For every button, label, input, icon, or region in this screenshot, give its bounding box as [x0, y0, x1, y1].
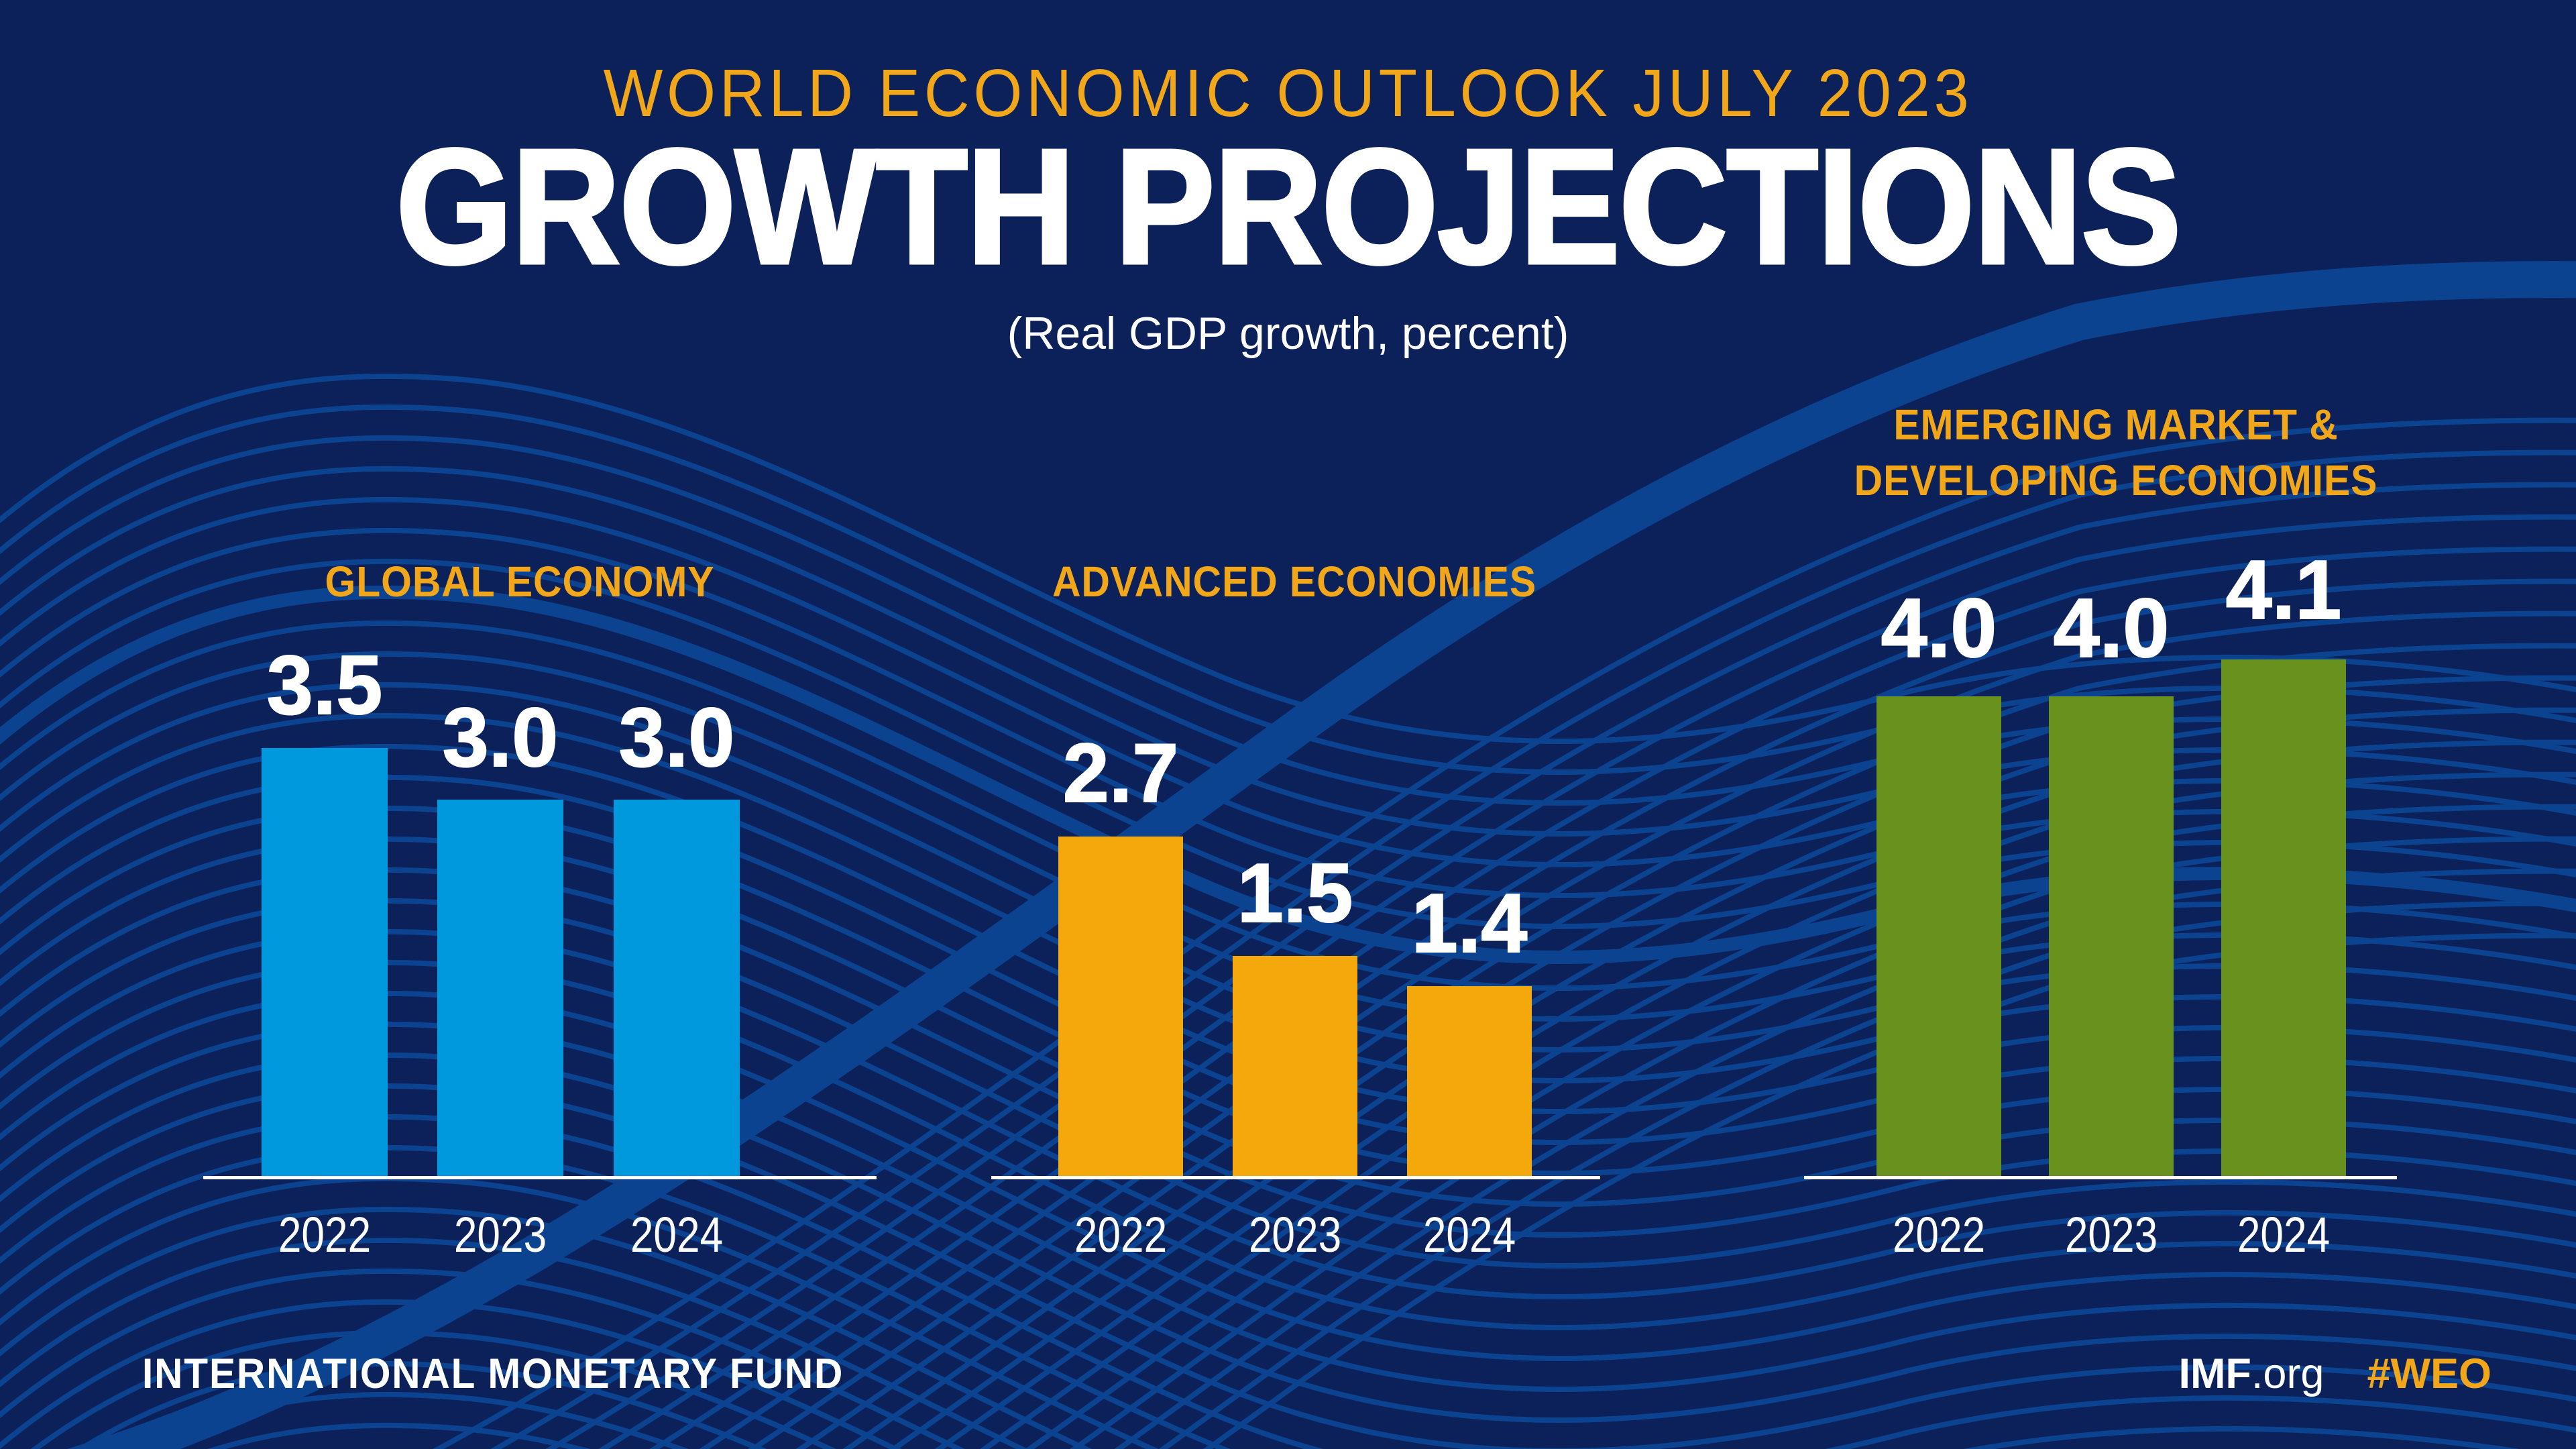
- bar-value-label: 4.0: [1881, 582, 1997, 675]
- bar-2024: [2221, 659, 2346, 1176]
- footer-organization: INTERNATIONAL MONETARY FUND: [142, 1350, 844, 1397]
- imf-site-bold: IMF: [2178, 1350, 2251, 1397]
- chart-title: EMERGING MARKET & DEVELOPING ECONOMIES: [1807, 397, 2424, 508]
- bar-2022: [262, 748, 388, 1176]
- page-subtitle: (Real GDP growth, percent): [1007, 308, 1569, 359]
- year-label: 2024: [1422, 1207, 1516, 1263]
- bar-2022: [1058, 837, 1183, 1176]
- bar-value-label: 3.5: [266, 639, 383, 732]
- bar-value-label: 4.0: [2053, 582, 2170, 675]
- bar-value-label: 3.0: [618, 692, 735, 784]
- axis-baseline: [991, 1176, 1600, 1179]
- year-label: 2024: [630, 1207, 724, 1263]
- chart-title: GLOBAL ECONOMY: [325, 557, 715, 606]
- page-title: GROWTH PROJECTIONS: [394, 115, 2183, 298]
- bar-2023: [437, 800, 563, 1176]
- year-label: 2023: [453, 1207, 547, 1263]
- weo-hashtag: #WEO: [2367, 1350, 2491, 1397]
- bar-2024: [1407, 986, 1532, 1176]
- year-label: 2022: [278, 1207, 372, 1263]
- report-kicker: WORLD ECONOMIC OUTLOOK JULY 2023: [603, 56, 1973, 131]
- year-label: 2024: [2237, 1207, 2331, 1263]
- chart-title-line1: EMERGING MARKET &: [1893, 400, 2339, 449]
- bar-value-label: 1.4: [1411, 877, 1528, 970]
- footer-links: IMF.org #WEO: [2178, 1350, 2491, 1398]
- bar-2023: [2049, 696, 2174, 1176]
- imf-site-suffix: .org: [2251, 1350, 2325, 1397]
- bar-2022: [1877, 696, 2001, 1176]
- bar-value-label: 3.0: [442, 692, 559, 784]
- bar-2023: [1233, 956, 1357, 1176]
- bar-value-label: 2.7: [1062, 727, 1179, 820]
- axis-baseline: [203, 1176, 877, 1179]
- imf-site-text: IMF.org: [2178, 1350, 2324, 1398]
- year-label: 2022: [1892, 1207, 1986, 1263]
- chart-title-line2: DEVELOPING ECONOMIES: [1854, 456, 2378, 505]
- year-label: 2022: [1074, 1207, 1168, 1263]
- axis-baseline: [1804, 1176, 2397, 1179]
- chart-title: ADVANCED ECONOMIES: [1052, 557, 1537, 606]
- year-label: 2023: [1248, 1207, 1342, 1263]
- bar-value-label: 1.5: [1237, 847, 1353, 940]
- bar-2024: [614, 800, 740, 1176]
- year-label: 2023: [2064, 1207, 2158, 1263]
- bar-value-label: 4.1: [2225, 544, 2342, 637]
